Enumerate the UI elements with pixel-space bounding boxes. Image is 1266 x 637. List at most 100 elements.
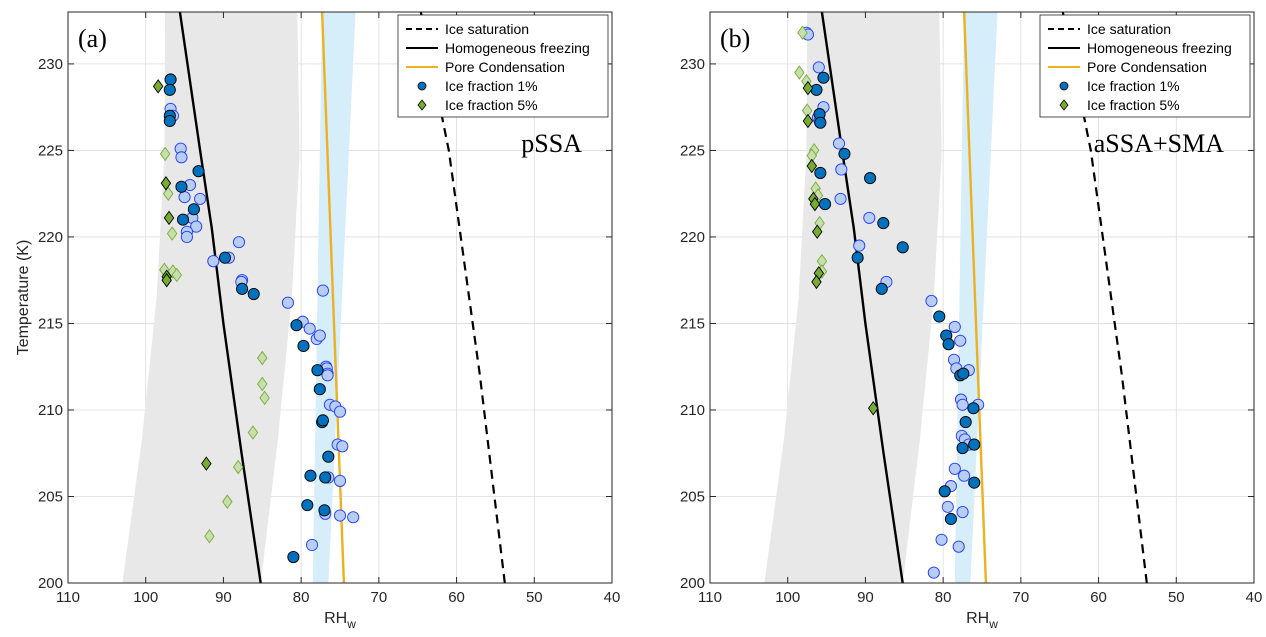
data-point-circle bbox=[321, 369, 334, 382]
data-point-circle bbox=[817, 71, 830, 84]
data-point-diamond bbox=[802, 113, 814, 129]
x-tick-label: 50 bbox=[526, 589, 543, 606]
data-point-circle bbox=[952, 540, 965, 553]
pore-condensation-line bbox=[320, 12, 346, 583]
data-point-circle bbox=[959, 416, 972, 429]
legend-label: Homogeneous freezing bbox=[445, 40, 590, 56]
data-point-circle bbox=[944, 512, 957, 526]
y-tick-label: 205 bbox=[38, 488, 63, 505]
x-tick-label: 100 bbox=[775, 589, 800, 606]
data-point-circle bbox=[232, 236, 246, 249]
y-tick-label: 200 bbox=[38, 575, 63, 592]
legend-label: Ice fraction 5% bbox=[1087, 97, 1180, 113]
plot-area bbox=[710, 12, 1254, 583]
legend-label: Pore Condensation bbox=[445, 59, 565, 75]
pore-condensation-line bbox=[962, 12, 988, 583]
x-tick-label: 60 bbox=[448, 589, 465, 606]
data-point-circle bbox=[957, 367, 970, 380]
data-point-diamond bbox=[163, 186, 174, 201]
x-tick-label: 90 bbox=[215, 589, 232, 606]
data-point-circle bbox=[236, 282, 249, 295]
legend-label: Ice fraction 5% bbox=[445, 97, 538, 113]
data-point-circle bbox=[814, 116, 827, 129]
data-point-diamond bbox=[802, 80, 814, 96]
data-point-circle bbox=[297, 339, 310, 352]
x-tick-label: 80 bbox=[935, 589, 952, 606]
data-point-circle bbox=[968, 476, 981, 489]
legend-swatch-circle bbox=[417, 81, 427, 91]
data-point-circle bbox=[863, 211, 876, 224]
data-point-diamond bbox=[811, 274, 822, 290]
data-point-diamond bbox=[163, 210, 175, 226]
data-point-circle bbox=[176, 213, 190, 226]
data-point-diamond bbox=[201, 456, 212, 471]
legend-label: Pore Condensation bbox=[1087, 59, 1207, 75]
data-point-diamond bbox=[806, 158, 818, 174]
data-point-circle bbox=[304, 469, 317, 482]
data-point-circle bbox=[851, 251, 864, 264]
data-point-circle bbox=[333, 474, 347, 487]
y-tick-label: 215 bbox=[680, 315, 705, 332]
homogeneous-freezing-line bbox=[178, 12, 262, 583]
data-point-circle bbox=[180, 230, 193, 243]
data-point-diamond bbox=[259, 390, 270, 406]
data-point-circle bbox=[956, 441, 969, 455]
x-tick-label: 40 bbox=[1246, 589, 1263, 606]
data-point-diamond bbox=[160, 176, 172, 191]
data-point-circle bbox=[311, 364, 324, 377]
data-point-circle bbox=[818, 198, 832, 211]
panel-label: (a) bbox=[78, 24, 107, 53]
data-point-circle bbox=[247, 287, 260, 301]
data-point-circle bbox=[163, 83, 176, 96]
data-point-circle bbox=[290, 319, 303, 332]
legend-label: Homogeneous freezing bbox=[1087, 40, 1232, 56]
data-point-circle bbox=[832, 137, 846, 150]
x-tick-label: 70 bbox=[371, 589, 388, 606]
data-point-circle bbox=[968, 438, 981, 451]
data-point-circle bbox=[941, 500, 954, 513]
data-point-diamond bbox=[794, 65, 805, 80]
y-tick-label: 210 bbox=[38, 402, 63, 419]
legend-label: Ice fraction 1% bbox=[1087, 78, 1180, 94]
data-point-diamond bbox=[171, 267, 183, 283]
data-point-circle bbox=[194, 192, 207, 205]
data-point-circle bbox=[322, 450, 335, 463]
data-point-circle bbox=[812, 61, 825, 74]
plot-area bbox=[68, 12, 612, 583]
gray-band bbox=[122, 12, 300, 583]
data-point-circle bbox=[287, 550, 300, 564]
legend: Ice saturation Homogeneous freezing Pore C… bbox=[1039, 14, 1251, 118]
x-tick-label: 60 bbox=[1090, 589, 1107, 606]
y-tick-label: 230 bbox=[38, 56, 63, 73]
data-point-circle bbox=[935, 533, 948, 546]
data-point-circle bbox=[190, 220, 203, 233]
data-point-circle bbox=[810, 83, 823, 96]
data-point-diamond bbox=[166, 226, 178, 241]
data-point-circle bbox=[313, 329, 326, 342]
data-point-circle bbox=[956, 398, 969, 411]
data-point-circle bbox=[178, 191, 191, 204]
data-point-circle bbox=[301, 499, 314, 512]
data-point-circle bbox=[814, 166, 827, 179]
ice-saturation-line bbox=[1061, 12, 1148, 583]
x-tick-label: 110 bbox=[698, 589, 722, 606]
data-point-circle bbox=[175, 180, 188, 193]
panel-label: (b) bbox=[720, 24, 750, 53]
data-point-circle bbox=[948, 320, 961, 333]
data-point-diamond bbox=[812, 224, 823, 240]
data-point-circle bbox=[164, 73, 177, 86]
data-point-diamond bbox=[247, 425, 259, 440]
y-tick-label: 220 bbox=[680, 229, 705, 246]
data-point-circle bbox=[303, 322, 316, 335]
axes-frame bbox=[67, 11, 613, 584]
data-point-circle bbox=[834, 192, 847, 205]
data-point-diamond bbox=[257, 376, 268, 392]
data-point-diamond bbox=[797, 25, 808, 41]
data-point-circle bbox=[956, 506, 969, 519]
x-axis-label: RHw bbox=[324, 610, 356, 631]
x-tick-label: 90 bbox=[857, 589, 874, 606]
data-point-circle bbox=[875, 282, 888, 295]
y-tick-label: 225 bbox=[680, 142, 705, 159]
data-point-diamond bbox=[222, 494, 233, 509]
chart-panel-b: 110 100 90 80 70 60 50 40 200 205 210 215 220 225 230 R… bbox=[680, 11, 1263, 631]
